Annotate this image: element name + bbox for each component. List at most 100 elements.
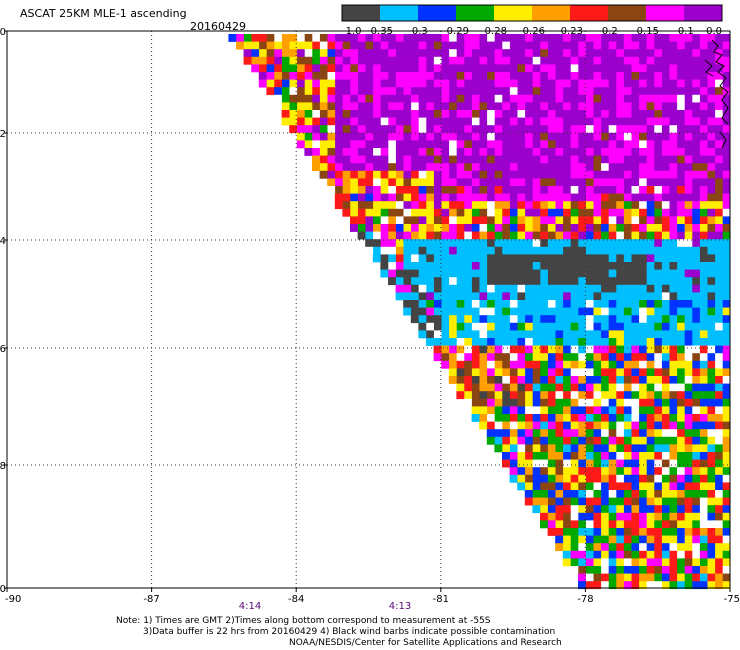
swath-cell xyxy=(661,79,670,88)
swath-cell xyxy=(714,482,723,491)
swath-cell xyxy=(722,292,731,301)
swath-cell xyxy=(562,72,571,80)
swath-cell xyxy=(494,110,503,118)
swath-cell xyxy=(403,201,412,210)
swath-cell xyxy=(509,87,518,96)
swath-cell xyxy=(600,110,609,118)
swath-cell xyxy=(524,216,533,225)
swath-cell xyxy=(479,338,488,346)
swath-cell xyxy=(448,254,457,263)
swath-cell xyxy=(441,94,450,103)
swath-cell xyxy=(464,224,472,232)
swath-cell xyxy=(555,452,564,460)
swath-cell xyxy=(646,452,655,460)
swath-cell xyxy=(486,34,495,42)
swath-cell xyxy=(623,292,632,301)
swath-cell xyxy=(570,216,579,225)
swath-cell xyxy=(616,436,624,445)
swath-cell xyxy=(441,56,450,65)
swath-cell xyxy=(676,490,685,498)
swath-cell xyxy=(540,193,548,202)
swath-cell xyxy=(410,254,419,263)
swath-cell xyxy=(646,429,655,438)
swath-cell xyxy=(448,125,457,134)
swath-cell xyxy=(684,307,693,316)
swath-cell xyxy=(464,132,472,141)
swath-cell xyxy=(669,345,678,354)
swath-cell xyxy=(707,338,716,346)
swath-cell xyxy=(540,163,548,172)
swath-cell xyxy=(646,201,655,210)
swath-cell xyxy=(707,178,716,187)
swath-cell xyxy=(646,330,655,339)
swath-cell xyxy=(486,376,495,384)
swath-cell xyxy=(471,186,480,194)
swath-cell xyxy=(638,444,647,453)
swath-cell xyxy=(540,292,548,301)
swath-cell xyxy=(638,102,647,111)
swath-cell xyxy=(654,512,662,521)
swath-cell xyxy=(722,406,731,415)
swath-cell xyxy=(562,467,571,476)
swath-cell xyxy=(676,550,685,559)
swath-cell xyxy=(517,467,526,476)
swath-cell xyxy=(692,490,700,498)
swath-cell xyxy=(692,284,700,293)
swath-cell xyxy=(509,353,518,362)
swath-cell xyxy=(714,444,723,453)
swath-cell xyxy=(608,178,617,187)
swath-cell xyxy=(540,520,548,529)
swath-cell xyxy=(654,224,662,232)
footnote-line-3: NOAA/NESDIS/Center for Satellite Applica… xyxy=(289,638,562,648)
swath-cell xyxy=(524,193,533,202)
swath-cell xyxy=(676,520,685,529)
swath-cell xyxy=(403,64,412,73)
swath-cell xyxy=(388,269,396,278)
swath-cell xyxy=(699,528,708,536)
swath-cell xyxy=(646,269,655,278)
swath-cell xyxy=(631,262,640,270)
swath-cell xyxy=(570,330,579,339)
swath-cell xyxy=(600,117,609,126)
swath-cell xyxy=(676,186,685,194)
swath-cell xyxy=(669,64,678,73)
swath-cell xyxy=(517,193,526,202)
swath-cell xyxy=(540,284,548,293)
swath-cell xyxy=(684,284,693,293)
swath-cell xyxy=(281,34,290,42)
swath-cell xyxy=(707,216,716,225)
swath-cell xyxy=(692,201,700,210)
swath-cell xyxy=(433,322,442,331)
swath-cell xyxy=(714,497,723,506)
swath-cell xyxy=(661,170,670,179)
swath-cell xyxy=(661,262,670,270)
swath-cell xyxy=(319,56,328,65)
swath-cell xyxy=(661,444,670,453)
swath-cell xyxy=(707,581,716,590)
swath-cell xyxy=(312,132,320,141)
swath-cell xyxy=(638,186,647,194)
swath-cell xyxy=(722,163,731,172)
swath-cell xyxy=(676,573,685,582)
swath-cell xyxy=(585,558,594,567)
swath-cell xyxy=(578,125,586,134)
swath-cell xyxy=(289,56,298,65)
swath-cell xyxy=(547,512,556,521)
swath-cell xyxy=(334,56,343,65)
swath-cell xyxy=(646,163,655,172)
swath-cell xyxy=(494,254,503,263)
swath-cell xyxy=(638,345,647,354)
swath-cell xyxy=(585,64,594,73)
swath-cell xyxy=(562,421,571,430)
swath-cell xyxy=(517,315,526,324)
swath-cell xyxy=(699,550,708,559)
swath-cell xyxy=(623,170,632,179)
swath-cell xyxy=(509,224,518,232)
swath-cell xyxy=(661,459,670,468)
swath-cell xyxy=(555,398,564,407)
swath-cell xyxy=(441,208,450,217)
swath-cell xyxy=(486,368,495,377)
swath-cell xyxy=(517,269,526,278)
swath-cell xyxy=(707,79,716,88)
swath-cell xyxy=(661,148,670,156)
